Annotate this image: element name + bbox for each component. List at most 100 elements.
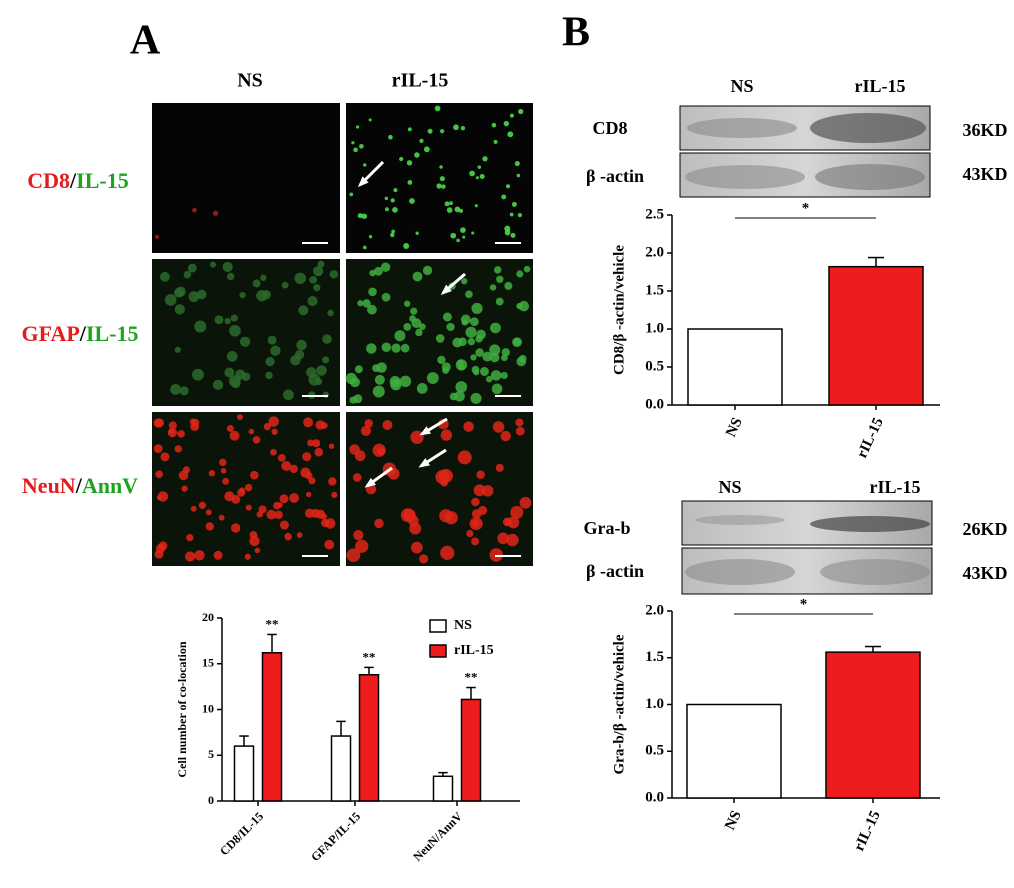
cell: [164, 294, 177, 306]
y-axis-label: Gra-b/β -actin/vehicle: [611, 634, 627, 774]
cell: [331, 491, 338, 498]
lane-label: rIL-15: [870, 477, 921, 497]
significance: **: [266, 616, 279, 631]
cell: [471, 302, 483, 315]
cell: [489, 548, 504, 562]
blot-band: [820, 559, 930, 585]
cell: [510, 232, 516, 238]
cell: [364, 419, 373, 428]
micrograph: [346, 259, 533, 406]
bar: [825, 651, 921, 799]
cell: [181, 485, 188, 492]
cell: [374, 374, 385, 385]
cell: [410, 307, 418, 315]
cell: [479, 367, 489, 376]
cell: [313, 284, 321, 292]
cell: [230, 314, 238, 322]
cell: [296, 532, 303, 538]
cell: [444, 511, 458, 525]
micrographs: [152, 103, 533, 566]
cell: [516, 173, 521, 178]
x-tick-label: NeuN/AnnV: [410, 809, 465, 864]
cell: [409, 198, 415, 204]
cell: [209, 261, 216, 268]
cell: [471, 231, 475, 235]
cell: [507, 131, 514, 138]
cell: [467, 338, 475, 346]
cell: [160, 452, 170, 462]
blot-size: 36KD: [963, 120, 1008, 140]
cell: [482, 351, 493, 362]
cell: [354, 365, 363, 374]
row-label: NeuN/AnnV: [22, 473, 138, 498]
cell: [302, 452, 312, 462]
cell: [440, 129, 445, 134]
cell: [270, 345, 281, 356]
cell: [155, 418, 165, 428]
cell: [469, 317, 479, 327]
cell: [504, 225, 511, 232]
cell: [390, 232, 395, 238]
cell: [196, 289, 207, 300]
significance: *: [802, 200, 810, 216]
cell: [454, 390, 465, 402]
cell: [415, 231, 419, 235]
cell: [312, 439, 321, 448]
x-tick-label: GFAP/IL-15: [308, 809, 363, 864]
cell: [372, 385, 385, 398]
cell: [239, 336, 251, 347]
cell: [485, 375, 493, 383]
cell: [501, 354, 508, 362]
cell: [470, 354, 477, 361]
x-tick-label: CD8/IL-15: [217, 809, 266, 858]
bar: [358, 673, 380, 802]
cell: [403, 242, 410, 249]
x-tick-label: NS: [723, 415, 746, 439]
cell: [519, 496, 532, 509]
panel-label: A: [130, 18, 161, 64]
blot-row-label: Gra-b: [584, 518, 631, 538]
cell: [501, 348, 510, 357]
y-tick-label: 0.5: [645, 743, 664, 759]
cell: [237, 488, 246, 497]
cell: [277, 453, 286, 462]
cell: [281, 281, 289, 289]
cell: [496, 275, 504, 284]
cell: [205, 509, 212, 516]
cell: [236, 414, 243, 421]
cell: [222, 261, 233, 273]
column-label: rIL-15: [392, 70, 449, 92]
cell: [504, 281, 513, 290]
cell: [258, 505, 267, 514]
x-tick-label: NS: [722, 808, 745, 832]
cell: [194, 320, 207, 333]
cell: [399, 156, 404, 162]
bar: [233, 745, 255, 802]
arrow-head: [418, 458, 430, 468]
separator: /: [75, 473, 83, 498]
cell: [350, 377, 360, 388]
cell: [194, 550, 205, 561]
y-tick-label: 0.0: [645, 789, 664, 805]
cell: [346, 548, 361, 563]
cell: [481, 485, 494, 497]
cell: [492, 421, 505, 433]
cell: [279, 494, 289, 504]
cell: [495, 297, 504, 306]
cell: [463, 421, 474, 432]
cell: [460, 314, 471, 325]
arrow-head: [419, 426, 431, 436]
cell: [250, 470, 259, 480]
cell: [224, 367, 235, 378]
cell: [373, 266, 383, 276]
cell: [351, 141, 355, 145]
cell: [362, 245, 367, 250]
green-stain: IL-15: [86, 321, 139, 346]
cell: [490, 322, 501, 334]
cell: [500, 371, 508, 380]
cell: [261, 290, 271, 300]
blot-row-label: β -actin: [586, 166, 644, 186]
cell: [177, 430, 185, 438]
cell: [329, 270, 339, 279]
cell: [503, 120, 510, 127]
